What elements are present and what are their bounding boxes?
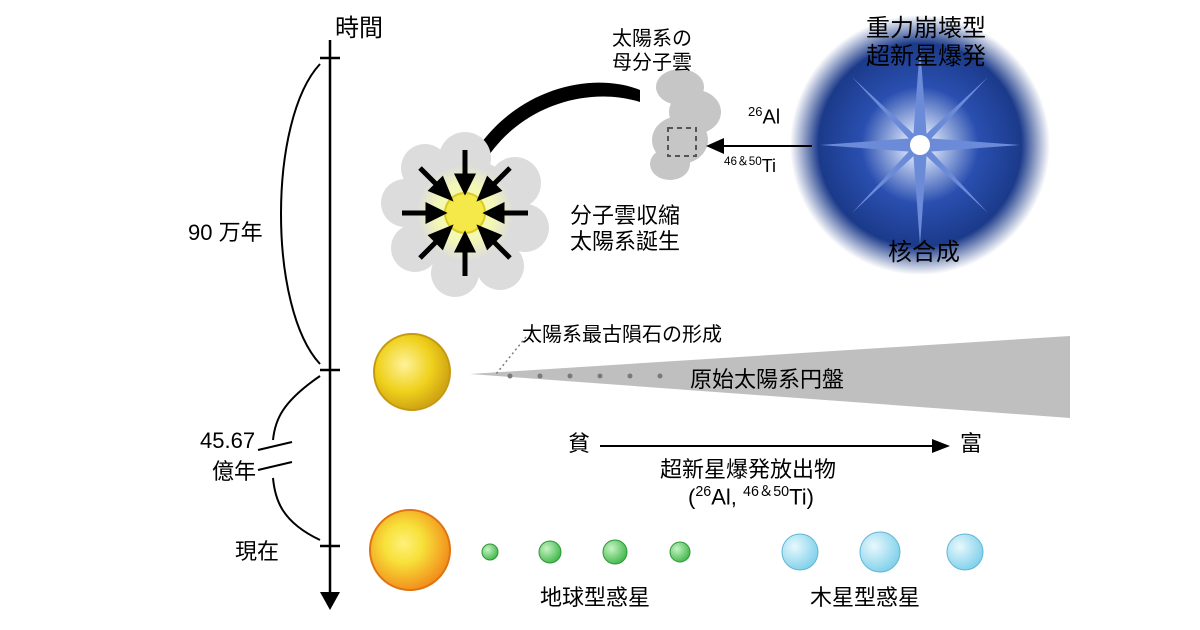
poor-label: 貧 xyxy=(568,426,590,458)
isotope-al: 26Al xyxy=(748,104,780,130)
collapse-label-2: 太陽系誕生 xyxy=(570,224,680,256)
axis-label: 時間 xyxy=(335,8,383,43)
rich-label: 富 xyxy=(960,426,982,458)
epoch-4567my-2: 億年 xyxy=(212,454,256,486)
proto-sun-icon xyxy=(370,330,460,420)
gas-label: 木星型惑星 xyxy=(810,580,920,612)
collapsing-cloud-icon xyxy=(370,118,560,308)
supernova-title-2: 超新星爆発 xyxy=(866,36,986,71)
ejecta-line2: (26Al, 46＆50Ti) xyxy=(688,480,814,510)
epoch-90ky: 90 万年 xyxy=(188,215,263,247)
epoch-now: 現在 xyxy=(235,534,279,566)
disk-label: 原始太陽系円盤 xyxy=(690,362,844,394)
supernova-caption: 核合成 xyxy=(888,232,960,267)
planets-row xyxy=(470,522,1090,582)
current-sun-icon xyxy=(368,508,458,598)
epoch-4567my-1: 45.67 xyxy=(200,428,255,454)
meteorite-label: 太陽系最古隕石の形成 xyxy=(522,318,722,347)
rocky-label: 地球型惑星 xyxy=(540,580,650,612)
isotope-ti: 46＆50Ti xyxy=(724,152,776,177)
